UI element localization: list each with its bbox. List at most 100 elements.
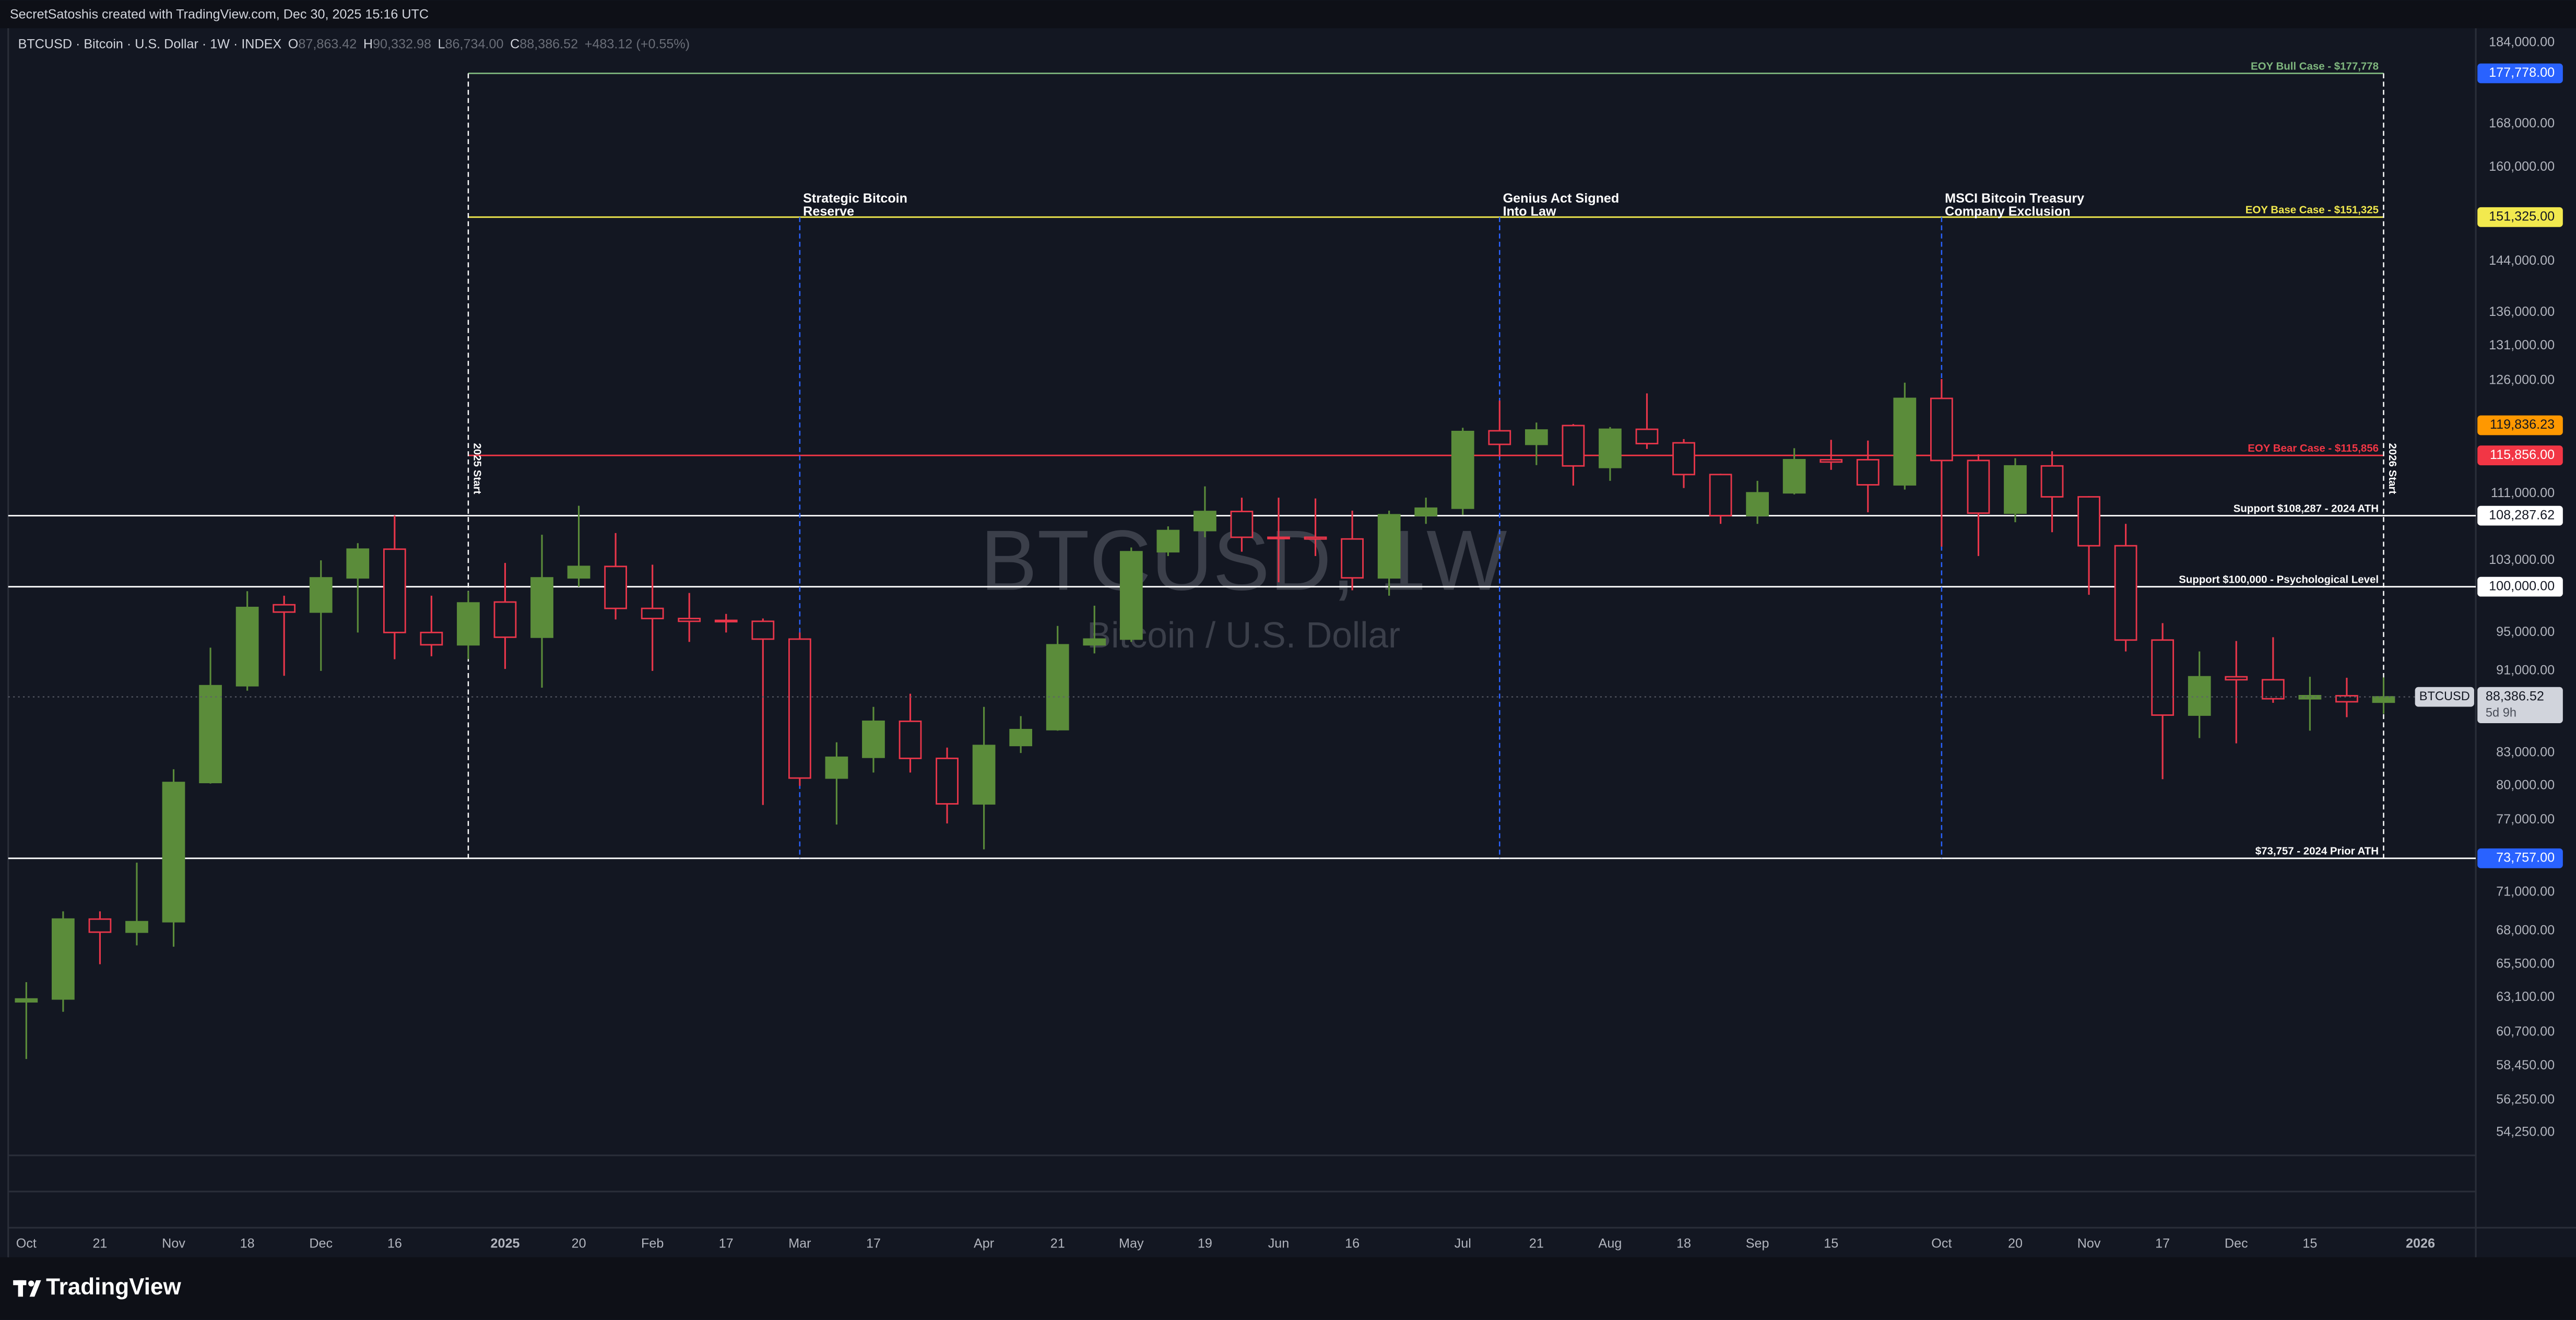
y-tick-label: 103,000.00	[2489, 552, 2555, 567]
x-tick-label: Nov	[2077, 1236, 2101, 1251]
candle-body	[530, 577, 553, 638]
candle-body	[2114, 545, 2137, 641]
x-tick-label: 15	[2302, 1236, 2317, 1251]
candle-body	[862, 720, 885, 758]
x-tick-label: Dec	[309, 1236, 333, 1251]
x-tick-label: Apr	[974, 1236, 994, 1251]
candle-body	[1782, 458, 1806, 494]
candle-body	[1156, 529, 1180, 553]
y-tick-label: 91,000.00	[2496, 663, 2555, 677]
x-tick-label: 20	[572, 1236, 586, 1251]
candle-body	[604, 565, 627, 609]
candle-body	[2372, 696, 2395, 703]
candle-body	[88, 918, 112, 933]
candle-body	[825, 756, 848, 779]
candle-body	[2225, 676, 2248, 681]
candle-body	[1046, 644, 1069, 730]
x-tick-label: 15	[1824, 1236, 1838, 1251]
candle-body	[1967, 459, 1990, 514]
x-tick-label: Jun	[1268, 1236, 1290, 1251]
x-tick-label: Feb	[641, 1236, 664, 1251]
candle-body	[1009, 728, 1033, 747]
level-price-label-box	[2477, 63, 2563, 84]
candle-body	[1819, 458, 1843, 463]
x-tick-label: Aug	[1599, 1236, 1622, 1251]
candle-body	[2188, 676, 2211, 716]
ohlc-value: 88,386.52	[519, 37, 578, 51]
level-label: $73,757 - 2024 Prior ATH	[2255, 845, 2379, 857]
change: +483.12 (+0.55%)	[585, 37, 690, 51]
countdown: 5d 9h	[2486, 706, 2516, 720]
event-label: Strategic Bitcoin	[803, 191, 907, 206]
candle-body	[1194, 511, 1216, 532]
candle-body	[420, 631, 443, 646]
last-symbol-box	[2415, 687, 2474, 707]
event-label: MSCI Bitcoin Treasury	[1945, 191, 2084, 206]
level-price-label-box	[2477, 848, 2563, 868]
candle-body	[567, 565, 590, 579]
x-tick-label: 18	[1676, 1236, 1691, 1251]
level-price-label: 108,287.62	[2489, 508, 2555, 522]
ohlc-value: 90,332.98	[373, 37, 431, 51]
level-price-label-box	[2477, 207, 2563, 227]
top-bar	[0, 0, 2576, 29]
footer-logo: TradingView	[46, 1274, 181, 1300]
candle-body	[235, 607, 259, 687]
x-tick-label: May	[1119, 1236, 1144, 1251]
candle-body	[1893, 397, 1917, 486]
last-price-label: 88,386.52	[2486, 689, 2544, 703]
level-price-label-box	[2477, 445, 2563, 466]
symbol-header: BTCUSD · Bitcoin · U.S. Dollar · 1W · IN…	[18, 37, 690, 51]
candle-body	[1930, 397, 1953, 462]
y-tick-label: 131,000.00	[2489, 338, 2555, 352]
ohlc-key: H	[363, 37, 373, 51]
level-label: EOY Bear Case - $115,856	[2248, 442, 2379, 454]
candle-body	[1083, 638, 1106, 646]
candle-body	[199, 685, 222, 783]
candle-body	[1267, 536, 1290, 539]
level-price-label: 151,325.00	[2489, 209, 2555, 223]
event-label: Into Law	[1503, 204, 1556, 219]
level-price-label-box	[2477, 505, 2563, 526]
y-tick-label: 83,000.00	[2496, 745, 2555, 760]
y-tick-label: 80,000.00	[2496, 778, 2555, 793]
event-label: Company Exclusion	[1945, 204, 2070, 219]
y-tick-label: 136,000.00	[2489, 304, 2555, 319]
price-marker-label-box	[2477, 415, 2563, 435]
x-tick-label: Oct	[16, 1236, 37, 1251]
y-tick-label: 56,250.00	[2496, 1092, 2555, 1106]
y-tick-label: 71,000.00	[2496, 885, 2555, 899]
candle-body	[2261, 679, 2285, 700]
x-tick-label: 2026	[2406, 1236, 2435, 1251]
ohlc-value: 87,863.42	[298, 37, 357, 51]
x-tick-label: 21	[1529, 1236, 1544, 1251]
candle-body	[641, 607, 664, 619]
level-price-label-box	[2477, 576, 2563, 597]
candle-body	[1562, 425, 1585, 467]
y-tick-label: 126,000.00	[2489, 372, 2555, 387]
candle-body	[2335, 695, 2358, 703]
ohlc-key: L	[438, 37, 445, 51]
x-tick-label: Oct	[1931, 1236, 1952, 1251]
candle-body	[125, 921, 148, 933]
candle-body	[1119, 551, 1143, 640]
candle-body	[309, 577, 333, 613]
candle-body	[1672, 442, 1695, 476]
candle-body	[1414, 507, 1438, 516]
level-price-label: 177,778.00	[2489, 65, 2555, 80]
y-tick-label: 144,000.00	[2489, 253, 2555, 268]
x-tick-label: 16	[1345, 1236, 1360, 1251]
candle-body	[1377, 514, 1401, 579]
candle-body	[52, 918, 75, 1000]
last-price-box	[2477, 687, 2563, 723]
y-tick-label: 95,000.00	[2496, 624, 2555, 639]
candle-body	[162, 782, 185, 923]
x-tick-label: 17	[866, 1236, 881, 1251]
x-tick-label: 17	[2155, 1236, 2170, 1251]
candle-body	[346, 548, 370, 579]
x-tick-label: Jul	[1455, 1236, 1471, 1251]
candle-body	[972, 745, 996, 805]
price-marker-label: 119,836.23	[2490, 417, 2555, 432]
